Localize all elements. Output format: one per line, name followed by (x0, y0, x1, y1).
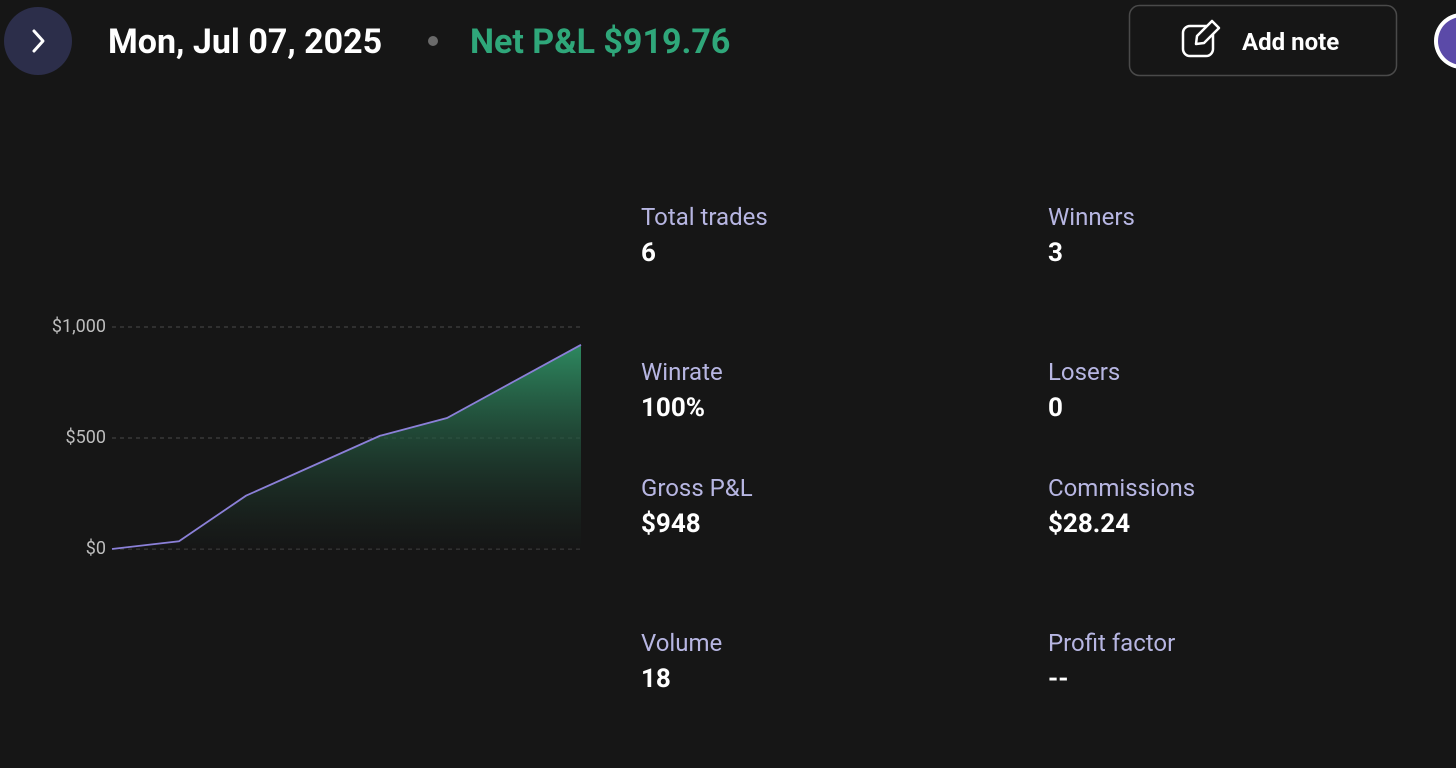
add-note-button[interactable]: Add note (1128, 4, 1398, 77)
stats: Total trades 6 Winners 3 Winrate 100% Losers 0 G… (641, 203, 1195, 694)
stat-label: Volume (641, 629, 722, 657)
area (112, 344, 581, 549)
stat-value: $948 (641, 509, 701, 539)
back-button[interactable] (4, 7, 72, 75)
avatar[interactable] (1434, 13, 1456, 69)
separator-dot (428, 36, 438, 46)
stat-label: Winrate (641, 358, 723, 386)
stat-value: 6 (641, 238, 656, 268)
stat-label: Gross P&L (641, 474, 753, 502)
chart: $0 $500 $1,000 (52, 316, 582, 559)
y-tick-label: $500 (66, 427, 106, 448)
stat-value: -- (1048, 664, 1069, 694)
stat-value: 0 (1048, 393, 1063, 423)
stat-value: 3 (1048, 238, 1063, 268)
date: Mon, Jul 07, 2025 (108, 22, 382, 62)
y-tick-label: $1,000 (52, 316, 106, 337)
line (111, 344, 582, 550)
stat-label: Winners (1048, 203, 1135, 231)
add-note-label[interactable]: Add note (1242, 28, 1339, 56)
stat-label: Profit factor (1048, 629, 1175, 657)
stat-value: 18 (641, 664, 671, 694)
net-pnl: Net P&L $919.76 (470, 22, 730, 62)
stat-value: $28.24 (1048, 509, 1130, 539)
stat-label: Losers (1048, 358, 1120, 386)
stat-label: Total trades (641, 203, 768, 231)
y-tick-label: $0 (86, 538, 106, 559)
stat-label: Commissions (1048, 474, 1195, 502)
stat-value: 100% (641, 393, 705, 423)
